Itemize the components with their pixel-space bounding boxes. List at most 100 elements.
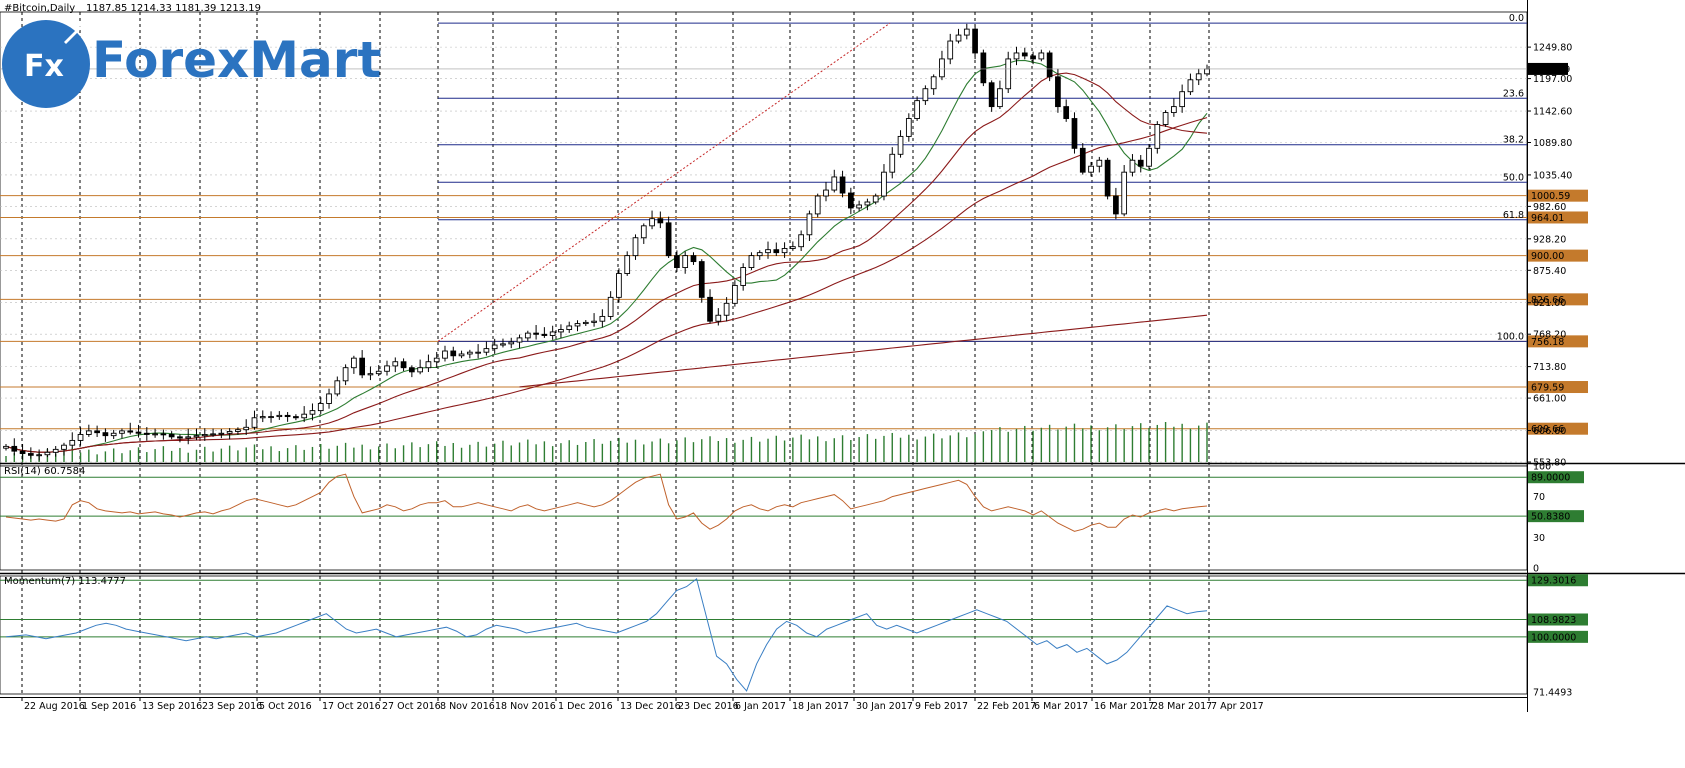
time-tick-label: 16 Mar 2017: [1094, 701, 1154, 712]
candle-body: [914, 100, 920, 119]
fib-level-label: 23.6: [1503, 88, 1524, 99]
price-tick-label: 875.40: [1533, 266, 1566, 277]
price-level-label: 679.59: [1531, 383, 1564, 394]
candle-body: [773, 249, 780, 254]
rsi-level-tag: [1528, 471, 1584, 484]
ma-mid-line: [5, 72, 1208, 453]
candle-body: [409, 367, 415, 373]
candle-body: [500, 343, 506, 346]
candle-body: [939, 58, 945, 78]
price-tick-label: 1249.80: [1533, 43, 1572, 54]
candle-body: [508, 341, 515, 345]
candle-body: [218, 432, 225, 435]
candle-body: [599, 315, 606, 322]
candle-body: [549, 331, 556, 336]
candle-body: [61, 444, 67, 450]
candle-body: [740, 267, 747, 286]
price-tick-label: 982.60: [1533, 202, 1566, 213]
price-tick-label: 1035.40: [1533, 170, 1572, 181]
candle-body: [1171, 106, 1177, 114]
candle-body: [1121, 171, 1128, 215]
price-level-tag: [1528, 422, 1588, 435]
price-tick-label: 1142.60: [1533, 107, 1572, 118]
candle-body: [690, 255, 697, 263]
forexmart-logo: Fx ForexMart: [2, 20, 381, 108]
candle-body: [491, 344, 498, 350]
rsi-level-label: 89.0000: [1531, 473, 1570, 484]
candle-body: [1030, 55, 1036, 60]
candle-body: [847, 192, 854, 209]
candle-body: [649, 218, 655, 227]
candle-body: [1021, 52, 1028, 57]
price-level-label: 609.66: [1531, 424, 1564, 435]
candle-body: [110, 432, 117, 437]
price-level-tag: [1528, 249, 1588, 262]
candle-body: [856, 204, 862, 209]
candle-body: [135, 431, 142, 434]
candle-body: [259, 416, 266, 419]
candle-body: [806, 213, 813, 236]
candle-body: [972, 28, 978, 54]
rsi-tick-label: 70: [1533, 492, 1545, 503]
candle-body: [392, 361, 399, 367]
candle-body: [384, 365, 390, 372]
candle-body: [1046, 52, 1053, 78]
momentum-level-tag: [1528, 630, 1588, 643]
candle-body: [1195, 73, 1202, 81]
candle-body: [674, 255, 680, 269]
candle-body: [284, 414, 291, 418]
momentum-line: [5, 578, 1208, 692]
candle-body: [947, 40, 954, 60]
candle-body: [1104, 159, 1111, 197]
candle-body: [566, 325, 573, 330]
price-level-tag: [1528, 335, 1588, 348]
candle-body: [1187, 79, 1194, 93]
candle-body: [632, 237, 639, 257]
candle-body: [226, 431, 233, 434]
candle-body: [765, 249, 771, 254]
logo-mark: Fx: [24, 49, 64, 84]
candle-body: [177, 436, 183, 439]
candle-body: [665, 222, 672, 257]
chart-header: #Bitcoin,Daily 1187.85 1214.33 1181.39 1…: [4, 3, 261, 14]
candle-body: [143, 432, 150, 435]
candle-body: [119, 430, 125, 434]
price-level-label: 964.01: [1531, 213, 1564, 224]
candle-body: [1137, 159, 1144, 167]
candle-body: [334, 380, 341, 395]
candle-body: [301, 413, 308, 419]
candle-body: [433, 357, 440, 363]
candle-body: [963, 28, 970, 36]
price-level-label: 900.00: [1531, 251, 1564, 262]
candle-body: [160, 433, 167, 436]
candle-body: [707, 296, 713, 322]
time-tick-label: 23 Sep 2016: [202, 701, 262, 712]
ma-long-line: [519, 314, 1208, 388]
candle-body: [210, 433, 216, 436]
momentum-level-label: 108.9823: [1531, 615, 1576, 626]
candle-body: [516, 337, 523, 343]
candle-body: [988, 82, 995, 108]
candle-body: [574, 323, 581, 327]
candle-body: [52, 448, 59, 453]
time-tick-label: 22 Aug 2016: [24, 701, 85, 712]
candle-body: [1179, 91, 1186, 108]
candle-body: [44, 451, 51, 456]
time-tick-label: 7 Apr 2017: [1211, 701, 1264, 712]
candle-body: [69, 439, 76, 446]
candle-body: [922, 88, 929, 102]
rsi-title: RSI(14) 60.7584: [4, 466, 85, 477]
price-tick-label: 553.80: [1533, 458, 1566, 469]
candle-body: [1088, 165, 1094, 173]
time-tick-label: 17 Oct 2016: [322, 701, 381, 712]
price-tick-label: 713.80: [1533, 362, 1566, 373]
rsi-level-tag: [1528, 510, 1584, 523]
candle-body: [1154, 124, 1161, 149]
candle-body: [831, 176, 838, 191]
time-tick-label: 18 Jan 2017: [792, 701, 849, 712]
time-tick-label: 27 Oct 2016: [382, 701, 441, 712]
candle-body: [541, 333, 548, 336]
candle-body: [881, 171, 887, 197]
candle-body: [839, 176, 846, 194]
